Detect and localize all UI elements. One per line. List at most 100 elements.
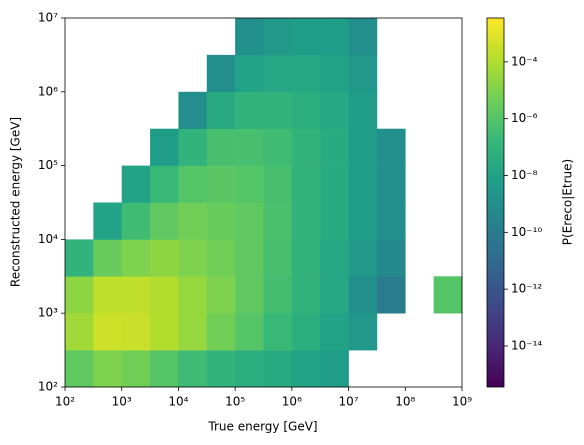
heatmap-cell	[291, 128, 321, 166]
heatmap-cell	[263, 91, 293, 129]
plot-frame	[64, 17, 463, 388]
x-tick-label: 10⁸	[395, 395, 415, 409]
heatmap-cell	[348, 54, 378, 93]
heatmap-cell	[320, 276, 349, 314]
heatmap-cell	[65, 313, 94, 351]
x-axis-label: True energy [GeV]	[207, 420, 317, 434]
heatmap-cell	[433, 276, 463, 314]
heatmap-cell	[206, 202, 236, 240]
heatmap-cell	[235, 165, 264, 203]
heatmap-cell	[235, 54, 264, 93]
heatmap-cell	[93, 350, 123, 388]
heatmap-cell	[65, 350, 94, 388]
heatmap-cell	[320, 91, 349, 129]
heatmap-cell	[235, 18, 264, 56]
heatmap-cell	[291, 313, 321, 351]
heatmap	[65, 18, 463, 388]
heatmap-cell	[291, 165, 321, 203]
heatmap-cell	[206, 276, 236, 314]
heatmap-cell	[263, 313, 293, 351]
heatmap-cell	[235, 239, 264, 277]
heatmap-cell	[150, 350, 179, 388]
heatmap-cell	[178, 239, 208, 277]
heatmap-cell	[348, 276, 378, 314]
heatmap-cell	[65, 239, 94, 277]
heatmap-cell	[178, 128, 208, 166]
heatmap-cell	[93, 313, 123, 351]
heatmap-cell	[150, 276, 179, 314]
heatmap-cell	[263, 128, 293, 166]
y-axis-label: Reconstructed energy [GeV]	[9, 117, 23, 287]
colorbar-tick-label: 10⁻¹⁰	[511, 225, 542, 239]
heatmap-cell	[235, 313, 264, 351]
heatmap-cell	[121, 313, 151, 351]
heatmap-cell	[235, 276, 264, 314]
heatmap-cell	[376, 165, 406, 203]
heatmap-cell	[291, 202, 321, 240]
heatmap-cell	[376, 239, 406, 277]
x-tick-label: 10²	[55, 395, 75, 409]
heatmap-cell	[291, 350, 321, 388]
heatmap-cell	[263, 202, 293, 240]
x-tick-label: 10⁹	[452, 395, 472, 409]
heatmap-cell	[263, 239, 293, 277]
heatmap-cell	[348, 165, 378, 203]
heatmap-cell	[206, 239, 236, 277]
heatmap-cell	[348, 202, 378, 240]
heatmap-cell	[93, 202, 123, 240]
heatmap-cell	[206, 313, 236, 351]
heatmap-cell	[376, 202, 406, 240]
heatmap-cell	[178, 313, 208, 351]
heatmap-cell	[291, 91, 321, 129]
heatmap-cell	[206, 165, 236, 203]
heatmap-cell	[178, 91, 208, 129]
heatmap-cell	[121, 202, 151, 240]
heatmap-cell	[93, 276, 123, 314]
colorbar	[486, 17, 505, 388]
colorbar-tick-label: 10⁻¹⁴	[511, 338, 542, 352]
heatmap-cell	[348, 91, 378, 129]
y-tick-label: 10⁵	[38, 158, 58, 172]
heatmap-cell	[320, 18, 349, 56]
x-tick-label: 10⁵	[225, 395, 245, 409]
heatmap-cell	[178, 276, 208, 314]
heatmap-cell	[263, 276, 293, 314]
heatmap-cell	[263, 350, 293, 388]
heatmap-cell	[121, 350, 151, 388]
heatmap-cell	[376, 276, 406, 314]
heatmap-cell	[206, 128, 236, 166]
heatmap-cell	[348, 128, 378, 166]
heatmap-cell	[178, 165, 208, 203]
x-tick-label: 10⁶	[282, 395, 302, 409]
colorbar-tick-label: 10⁻⁴	[511, 54, 538, 68]
heatmap-cell	[150, 239, 179, 277]
colorbar-tick-label: 10⁻⁶	[511, 111, 538, 125]
heatmap-cell	[206, 91, 236, 129]
y-tick-label: 10³	[38, 306, 58, 320]
heatmap-cell	[150, 165, 179, 203]
heatmap-cell	[320, 54, 349, 93]
heatmap-cell	[291, 276, 321, 314]
heatmap-cell	[235, 202, 264, 240]
heatmap-cell	[150, 313, 179, 351]
heatmap-cell	[263, 165, 293, 203]
heatmap-cell	[291, 239, 321, 277]
heatmap-cell	[320, 350, 349, 388]
heatmap-cell	[235, 128, 264, 166]
heatmap-cell	[348, 239, 378, 277]
colorbar-label: P(Ereco|Etrue)	[561, 159, 575, 245]
heatmap-cell	[206, 350, 236, 388]
heatmap-cell	[348, 18, 378, 56]
heatmap-cell	[291, 54, 321, 93]
x-tick-label: 10⁴	[168, 395, 188, 409]
colorbar-tick-label: 10⁻⁸	[511, 168, 538, 182]
heatmap-cell	[263, 18, 293, 56]
heatmap-cell	[320, 313, 349, 351]
heatmap-cell	[65, 276, 94, 314]
x-tick-label: 10³	[112, 395, 132, 409]
heatmap-cell	[376, 128, 406, 166]
colorbar-tick-label: 10⁻¹²	[511, 282, 542, 296]
y-tick-label: 10⁴	[38, 232, 58, 246]
heatmap-cell	[348, 313, 378, 351]
